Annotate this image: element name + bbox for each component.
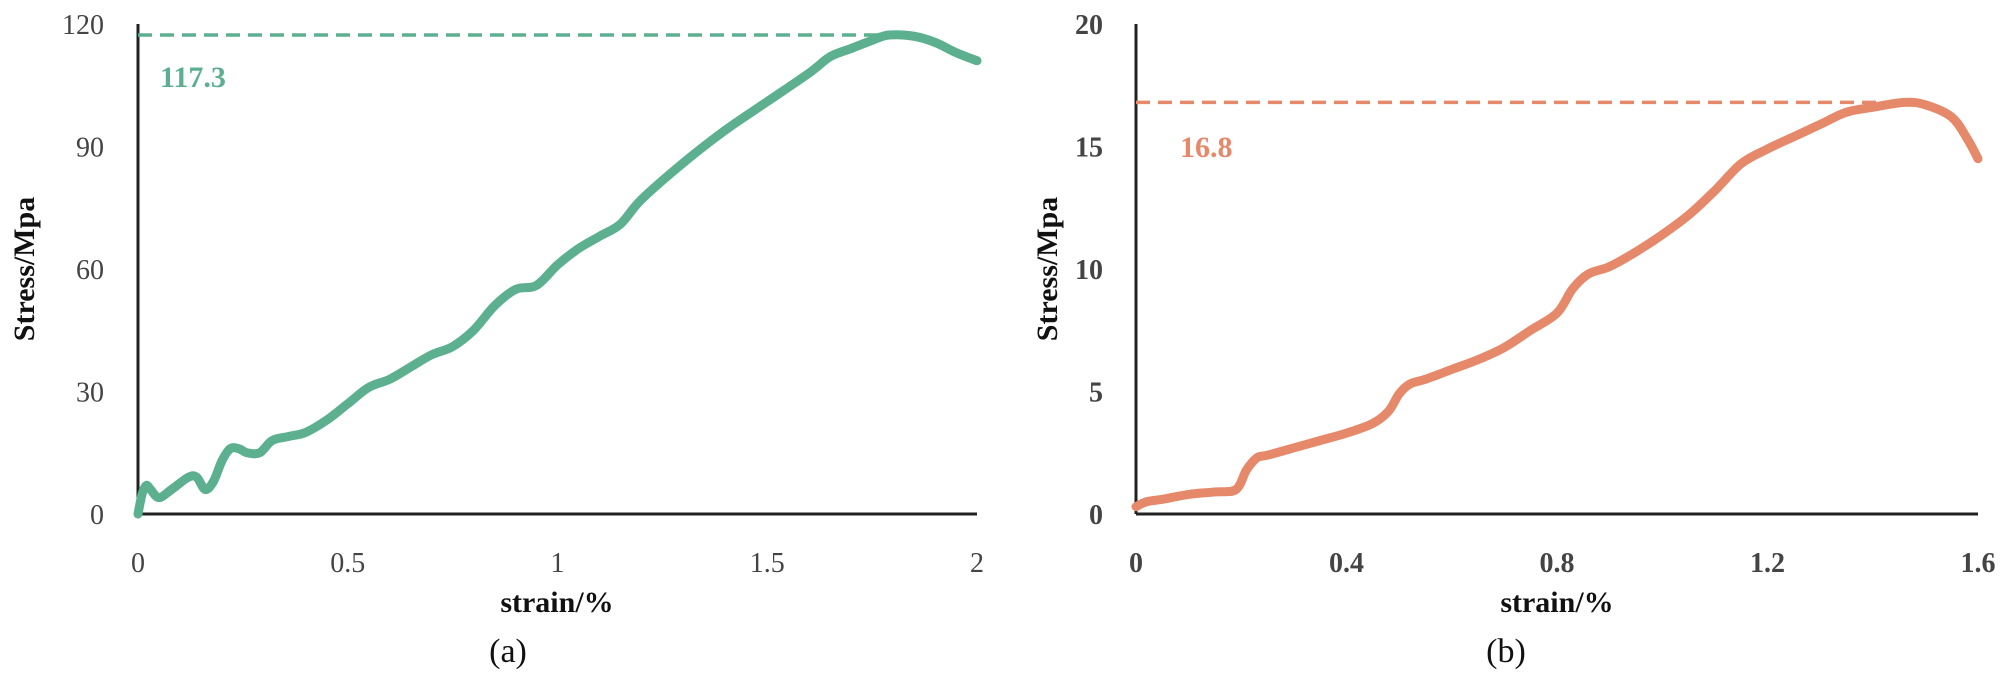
- y-tick-label: 10: [1075, 255, 1103, 286]
- y-tick-label: 0: [1089, 500, 1103, 531]
- stress-strain-series-line: [1131, 97, 1983, 512]
- x-tick-label: 0: [131, 548, 145, 579]
- y-tick-label: 60: [76, 255, 104, 286]
- chart-panel-b: 0 5 10 15 20 0 0.4 0.8 1.2 1.6 strain/% Stress/Mpa (…: [1031, 10, 1996, 670]
- y-tick-label: 15: [1075, 133, 1103, 164]
- x-tick-label: 0.4: [1329, 548, 1364, 579]
- y-tick-label: 120: [62, 10, 104, 41]
- x-tick-label: 2: [970, 548, 984, 579]
- x-tick-label: 1.2: [1750, 548, 1785, 579]
- x-tick-label: 1: [551, 548, 565, 579]
- y-tick-label: 5: [1089, 378, 1103, 409]
- x-tick-label: 1.5: [750, 548, 785, 579]
- y-tick-label: 20: [1075, 10, 1103, 41]
- x-axis-title: strain/%: [500, 586, 613, 619]
- peak-annotation: 16.8: [1180, 131, 1233, 164]
- x-tick-label: 0.5: [330, 548, 365, 579]
- stress-strain-series-line: [133, 30, 982, 519]
- peak-annotation: 117.3: [160, 61, 226, 94]
- y-tick-label: 0: [90, 500, 104, 531]
- panel-label: (b): [1486, 633, 1526, 670]
- chart-panel-a: 0 30 60 90 120 0 0.5 1 1.5 2 strain/% Stress/Mpa (a)…: [8, 10, 984, 670]
- y-axis-title: Stress/Mpa: [8, 197, 41, 341]
- x-tick-label: 0.8: [1540, 548, 1575, 579]
- y-tick-label: 90: [76, 133, 104, 164]
- x-tick-label: 1.6: [1961, 548, 1996, 579]
- y-tick-label: 30: [76, 378, 104, 409]
- x-tick-label: 0: [1129, 548, 1143, 579]
- panel-label: (a): [489, 633, 527, 670]
- y-axis-title: Stress/Mpa: [1031, 197, 1064, 341]
- x-axis-title: strain/%: [1500, 586, 1613, 619]
